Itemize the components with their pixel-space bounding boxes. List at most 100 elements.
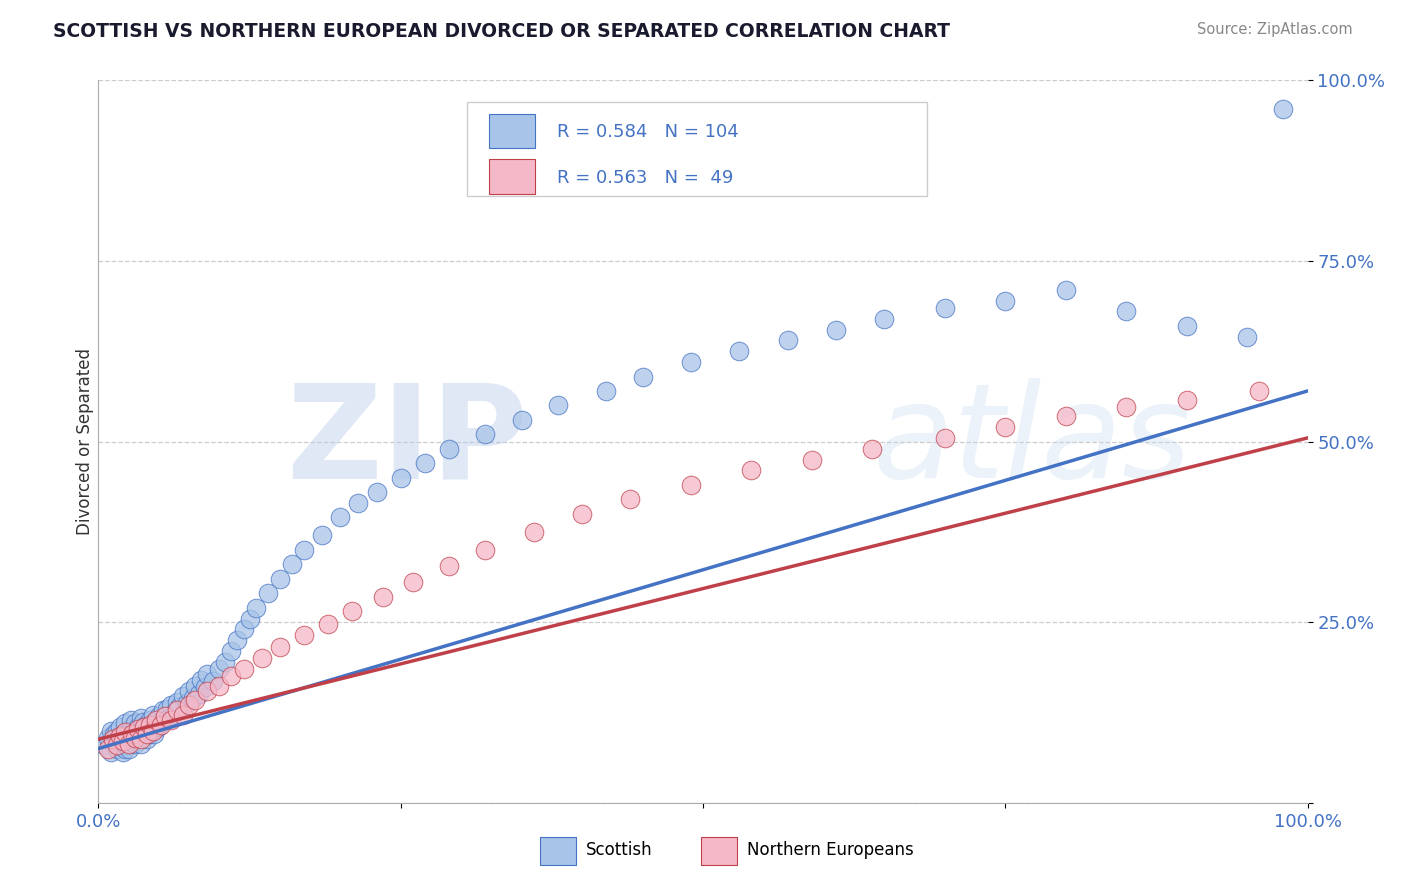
Point [108,720,131,734]
Point [100,723,122,738]
Point [245,600,267,615]
Point [160,698,183,713]
Point [437,442,460,456]
Point [202,674,225,689]
Text: ZIP: ZIP [287,378,527,505]
Point [111,734,134,748]
Point [115,727,138,741]
Point [97,731,120,745]
Point [510,413,533,427]
Point [127,732,149,747]
Point [138,727,160,741]
Point [1115,400,1137,414]
Point [172,707,194,722]
Point [232,623,254,637]
FancyBboxPatch shape [489,113,534,148]
Point [547,398,569,412]
Text: atlas: atlas [872,378,1191,505]
Point [135,727,157,741]
Point [371,590,394,604]
Point [800,452,823,467]
Point [1236,330,1258,344]
Point [125,727,148,741]
Text: Northern Europeans: Northern Europeans [747,841,914,860]
Point [110,737,132,751]
Text: R = 0.584   N = 104: R = 0.584 N = 104 [557,123,738,141]
Point [100,745,122,759]
Point [208,679,231,693]
Point [232,662,254,676]
Point [120,727,142,741]
Point [153,713,176,727]
Point [187,687,209,701]
Point [115,738,138,752]
Point [571,507,593,521]
Point [136,720,159,734]
Point [111,727,134,741]
Point [437,558,460,573]
Point [679,355,702,369]
Point [135,718,157,732]
Point [101,734,124,748]
Point [208,662,231,676]
Point [269,572,291,586]
Point [250,651,273,665]
Point [166,695,188,709]
Point [873,311,896,326]
Point [256,586,278,600]
Point [190,673,212,687]
Point [121,732,143,747]
Point [195,667,218,681]
Point [184,679,207,693]
Point [329,510,352,524]
Point [631,369,654,384]
Point [150,718,173,732]
Point [166,703,188,717]
Point [105,741,128,756]
FancyBboxPatch shape [489,159,534,194]
Point [1249,384,1271,398]
Point [114,716,136,731]
Point [389,470,412,484]
Point [118,723,141,738]
Point [474,427,496,442]
Point [523,524,546,539]
Point [108,729,131,743]
Point [139,713,162,727]
Point [103,727,125,741]
Point [112,732,135,747]
Point [145,714,167,729]
Point [619,492,641,507]
Point [118,734,141,748]
Point [994,420,1017,434]
Point [595,384,617,398]
Point [402,575,425,590]
Point [118,737,141,751]
Point [146,720,169,734]
Point [316,616,339,631]
Point [139,718,162,732]
Point [172,689,194,703]
Point [148,709,170,723]
Point [1175,318,1198,333]
Point [127,722,149,736]
Point [292,542,315,557]
Point [1272,102,1295,116]
Text: SCOTTISH VS NORTHERN EUROPEAN DIVORCED OR SEPARATED CORRELATION CHART: SCOTTISH VS NORTHERN EUROPEAN DIVORCED O… [53,22,950,41]
Point [157,710,180,724]
Point [163,706,186,720]
Point [934,431,956,445]
Point [129,732,152,747]
Point [474,542,496,557]
Point [1054,283,1077,297]
Point [150,716,173,731]
Point [347,496,370,510]
Point [160,713,183,727]
Point [226,633,249,648]
Point [1175,392,1198,407]
Point [134,727,156,741]
Point [117,732,139,747]
Point [105,723,128,738]
Point [127,720,149,734]
Point [124,716,146,731]
